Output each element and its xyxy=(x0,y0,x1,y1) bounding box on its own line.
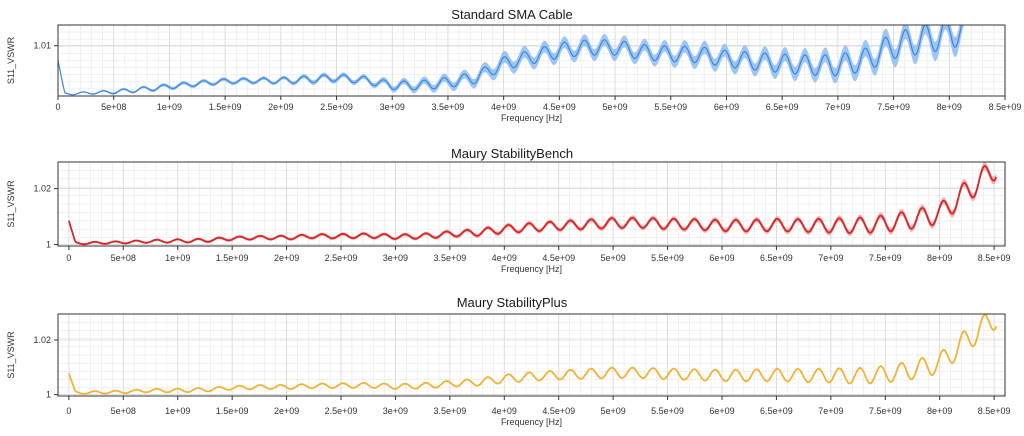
x-tick-label: 4.5e+09 xyxy=(542,406,575,416)
x-tick-label: 5e+09 xyxy=(600,253,625,263)
grid xyxy=(57,314,1006,396)
series-line xyxy=(68,165,998,246)
x-tick-label: 1e+09 xyxy=(165,253,190,263)
y-tick-label: 1.01 xyxy=(33,41,51,51)
x-axis-label: Frequency [Hz] xyxy=(501,264,562,274)
x-tick-label: 7.5e+09 xyxy=(869,406,902,416)
x-tick-label: 6e+09 xyxy=(709,406,734,416)
x-tick-label: 2e+09 xyxy=(274,253,299,263)
x-tick-label: 3.5e+09 xyxy=(432,102,465,112)
x-tick-label: 3e+09 xyxy=(380,102,405,112)
x-tick-label: 6e+09 xyxy=(714,102,739,112)
x-tick-label: 5e+09 xyxy=(602,102,627,112)
x-tick-label: 4.5e+09 xyxy=(543,102,576,112)
x-tick-label: 8.5e+09 xyxy=(978,253,1011,263)
grid xyxy=(57,162,1006,246)
series-group xyxy=(68,162,998,246)
chart-title: Maury StabilityPlus xyxy=(456,295,568,310)
x-tick-label: 7.5e+09 xyxy=(869,253,902,263)
series-group xyxy=(58,25,964,96)
y-tick-label: 1 xyxy=(46,240,51,250)
plot-area: 0 5e+08 1e+09 1.5e+09 2e+09 2.5e+09 3e+09 3.5e+… xyxy=(6,161,1011,274)
x-tick-label: 2.5e+09 xyxy=(325,253,358,263)
x-axis-label: Frequency [Hz] xyxy=(501,417,562,427)
x-tick-label: 3e+09 xyxy=(383,253,408,263)
x-tick-label: 0 xyxy=(55,102,60,112)
x-tick-label: 5e+08 xyxy=(111,253,136,263)
chart-maury-stabilitybench: Maury StabilityBench 0 5e+08 1e+09 1.5e+09 2… xyxy=(0,142,1024,290)
x-tick-label: 2.5e+09 xyxy=(320,102,353,112)
series-line xyxy=(68,314,998,395)
y-tick-label: 1.02 xyxy=(33,335,51,345)
x-tick-label: 1.5e+09 xyxy=(216,406,249,416)
y-axis-label: S11_VSWR xyxy=(6,331,16,379)
x-tick-label: 5e+08 xyxy=(101,102,126,112)
y-tick-label: 1 xyxy=(46,390,51,400)
chart-standard-sma-cable: Standard SMA Cable 0 5e+08 1e+09 1.5e+09 2e+… xyxy=(0,0,1024,142)
x-tick-label: 8.5e+09 xyxy=(978,406,1011,416)
y-tick-label: 1.02 xyxy=(33,184,51,194)
plot-frame xyxy=(57,313,1006,397)
x-tick-label: 2.5e+09 xyxy=(325,406,358,416)
x-tick-label: 4e+09 xyxy=(492,253,517,263)
plot-frame xyxy=(57,161,1006,247)
x-tick-label: 7.5e+09 xyxy=(877,102,910,112)
x-tick-label: 5e+08 xyxy=(111,406,136,416)
x-tick-label: 8e+09 xyxy=(937,102,962,112)
y-axis-label: S11_VSWR xyxy=(6,180,16,228)
x-axis-label: Frequency [Hz] xyxy=(501,113,562,123)
x-tick-label: 5.5e+09 xyxy=(651,253,684,263)
x-tick-label: 7e+09 xyxy=(818,406,843,416)
x-tick-label: 8e+09 xyxy=(927,253,952,263)
plot-area: 0 5e+08 1e+09 1.5e+09 2e+09 2.5e+09 3e+09 3.5e+… xyxy=(6,24,1022,123)
x-tick-label: 3.5e+09 xyxy=(433,406,466,416)
x-tick-label: 6.5e+09 xyxy=(760,253,793,263)
x-tick-label: 3e+09 xyxy=(383,406,408,416)
x-tick-label: 1.5e+09 xyxy=(209,102,242,112)
x-tick-label: 2e+09 xyxy=(274,406,299,416)
x-tick-label: 5.5e+09 xyxy=(651,406,684,416)
x-tick-label: 6.5e+09 xyxy=(766,102,799,112)
x-tick-label: 4e+09 xyxy=(492,406,517,416)
x-tick-label: 4.5e+09 xyxy=(542,253,575,263)
x-tick-label: 1.5e+09 xyxy=(216,253,249,263)
x-tick-label: 8.5e+09 xyxy=(989,102,1022,112)
x-tick-label: 0 xyxy=(66,253,71,263)
x-tick-label: 8e+09 xyxy=(927,406,952,416)
y-axis-label: S11_VSWR xyxy=(6,36,16,84)
x-tick-label: 2e+09 xyxy=(268,102,293,112)
x-tick-label: 1e+09 xyxy=(165,406,190,416)
x-tick-label: 5.5e+09 xyxy=(654,102,687,112)
x-tick-label: 6e+09 xyxy=(709,253,734,263)
chart-title: Maury StabilityBench xyxy=(450,146,574,161)
grid xyxy=(57,25,1006,96)
x-tick-label: 7e+09 xyxy=(825,102,850,112)
series-line xyxy=(58,25,963,96)
plot-frame xyxy=(57,24,1006,97)
series-group xyxy=(68,314,998,395)
x-tick-label: 1e+09 xyxy=(157,102,182,112)
x-tick-label: 5e+09 xyxy=(600,406,625,416)
chart-maury-stabilityplus: Maury StabilityPlus 0 5e+08 1e+09 1.5e+09 2e… xyxy=(0,290,1024,436)
chart-title: Standard SMA Cable xyxy=(451,7,573,22)
x-tick-label: 4e+09 xyxy=(491,102,516,112)
x-tick-label: 6.5e+09 xyxy=(760,406,793,416)
x-tick-label: 3.5e+09 xyxy=(433,253,466,263)
plot-area: 0 5e+08 1e+09 1.5e+09 2e+09 2.5e+09 3e+09 3.5e+… xyxy=(6,313,1011,427)
x-tick-label: 7e+09 xyxy=(818,253,843,263)
x-tick-label: 0 xyxy=(66,406,71,416)
